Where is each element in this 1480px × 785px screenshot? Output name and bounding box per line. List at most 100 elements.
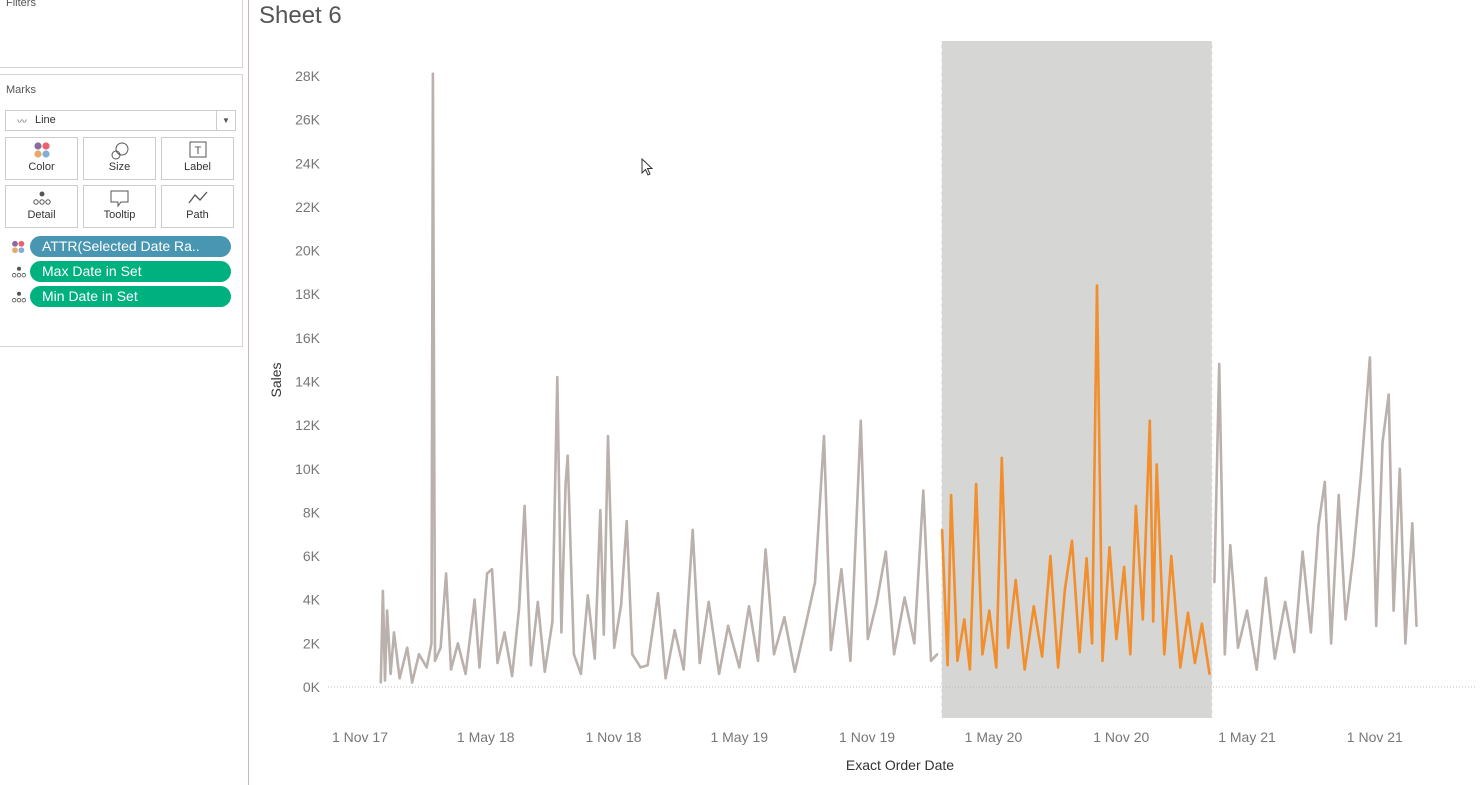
data-point[interactable] [772, 653, 776, 656]
data-point[interactable] [1129, 653, 1132, 656]
data-point[interactable] [783, 616, 786, 619]
data-point[interactable] [579, 672, 583, 676]
data-point[interactable] [599, 509, 602, 512]
data-point[interactable] [425, 666, 428, 669]
data-point[interactable] [602, 633, 605, 636]
data-point[interactable] [1078, 650, 1081, 654]
data-point[interactable] [444, 572, 448, 575]
data-point[interactable] [691, 528, 694, 532]
data-point[interactable] [1090, 642, 1094, 645]
data-point[interactable] [1236, 646, 1240, 649]
data-point[interactable] [859, 419, 862, 422]
data-point[interactable] [431, 72, 435, 76]
data-point[interactable] [829, 648, 833, 652]
data-point[interactable] [389, 672, 392, 676]
data-point[interactable] [417, 653, 421, 656]
data-point[interactable] [456, 642, 460, 645]
marks-tooltip-button[interactable]: Tooltip [83, 185, 156, 228]
data-point[interactable] [1223, 653, 1227, 656]
data-point[interactable] [1095, 284, 1099, 287]
data-point[interactable] [1040, 655, 1044, 658]
unselected-series-line[interactable] [379, 72, 939, 684]
data-point[interactable] [1317, 524, 1320, 527]
data-point[interactable] [556, 375, 559, 379]
data-point[interactable] [866, 637, 869, 641]
field-pill[interactable]: Max Date in Set [30, 261, 231, 282]
data-point[interactable] [410, 681, 414, 684]
data-point[interactable] [485, 572, 489, 575]
data-point[interactable] [433, 659, 437, 662]
data-point[interactable] [1301, 550, 1304, 553]
data-point[interactable] [1352, 554, 1355, 558]
data-point[interactable] [804, 622, 808, 625]
data-point[interactable] [1218, 362, 1221, 366]
selected-range-series-line[interactable] [940, 284, 1211, 675]
data-point[interactable] [586, 594, 589, 597]
data-point[interactable] [936, 653, 939, 656]
data-point[interactable] [1329, 642, 1333, 645]
data-point[interactable] [1293, 650, 1296, 654]
data-point[interactable] [473, 598, 476, 601]
marks-label-button[interactable]: T Label [161, 137, 234, 180]
data-point[interactable] [1134, 504, 1138, 508]
data-point[interactable] [1049, 554, 1052, 558]
panel-divider[interactable] [248, 0, 249, 785]
data-point[interactable] [593, 657, 596, 660]
data-point[interactable] [1179, 666, 1182, 669]
data-point[interactable] [884, 550, 887, 553]
data-point[interactable] [1245, 609, 1249, 612]
selected-date-band[interactable] [941, 41, 1213, 718]
data-point[interactable] [523, 504, 526, 508]
data-point[interactable] [1000, 456, 1003, 460]
data-point[interactable] [560, 631, 563, 634]
filters-shelf[interactable]: Filters [0, 0, 243, 68]
data-point[interactable] [551, 620, 554, 623]
data-point[interactable] [381, 589, 385, 593]
data-point[interactable] [673, 629, 676, 632]
chevron-down-icon[interactable]: ▼ [216, 111, 235, 130]
data-point[interactable] [430, 642, 433, 645]
data-point[interactable] [956, 659, 959, 662]
data-point[interactable] [929, 659, 933, 662]
marks-size-button[interactable]: Size [83, 137, 156, 180]
data-point[interactable] [503, 631, 506, 634]
data-point[interactable] [1063, 587, 1067, 590]
data-point[interactable] [1411, 522, 1414, 525]
data-point[interactable] [903, 596, 906, 599]
data-point[interactable] [646, 664, 649, 667]
data-point[interactable] [392, 631, 396, 634]
data-point[interactable] [849, 659, 852, 662]
data-point[interactable] [439, 646, 442, 649]
data-point[interactable] [1415, 624, 1418, 628]
data-point[interactable] [620, 602, 623, 606]
data-point[interactable] [464, 672, 467, 676]
data-point[interactable] [726, 624, 730, 628]
data-point[interactable] [922, 489, 925, 492]
unselected-series-line[interactable] [1213, 356, 1418, 671]
data-point[interactable] [707, 600, 710, 604]
data-point[interactable] [995, 666, 998, 669]
marks-path-button[interactable]: Path [161, 185, 234, 228]
field-pill[interactable]: Min Date in Set [30, 286, 231, 307]
data-point[interactable] [1404, 642, 1407, 645]
data-point[interactable] [572, 653, 576, 656]
data-point[interactable] [517, 607, 521, 610]
marks-detail-button[interactable]: Detail [5, 185, 78, 228]
data-point[interactable] [383, 679, 387, 682]
marks-color-button[interactable]: Color [5, 137, 78, 180]
data-point[interactable] [1359, 474, 1363, 477]
data-point[interactable] [1032, 605, 1036, 608]
data-point[interactable] [564, 482, 567, 486]
data-point[interactable] [1014, 578, 1017, 582]
data-point[interactable] [968, 668, 972, 671]
data-point[interactable] [949, 493, 953, 497]
data-point[interactable] [529, 664, 533, 667]
data-point[interactable] [1148, 419, 1152, 422]
data-point[interactable] [988, 609, 991, 612]
data-point[interactable] [1193, 661, 1197, 665]
data-point[interactable] [379, 681, 382, 684]
data-point[interactable] [892, 653, 896, 656]
data-point[interactable] [385, 609, 389, 612]
data-point[interactable] [1255, 668, 1258, 671]
data-point[interactable] [974, 482, 978, 486]
